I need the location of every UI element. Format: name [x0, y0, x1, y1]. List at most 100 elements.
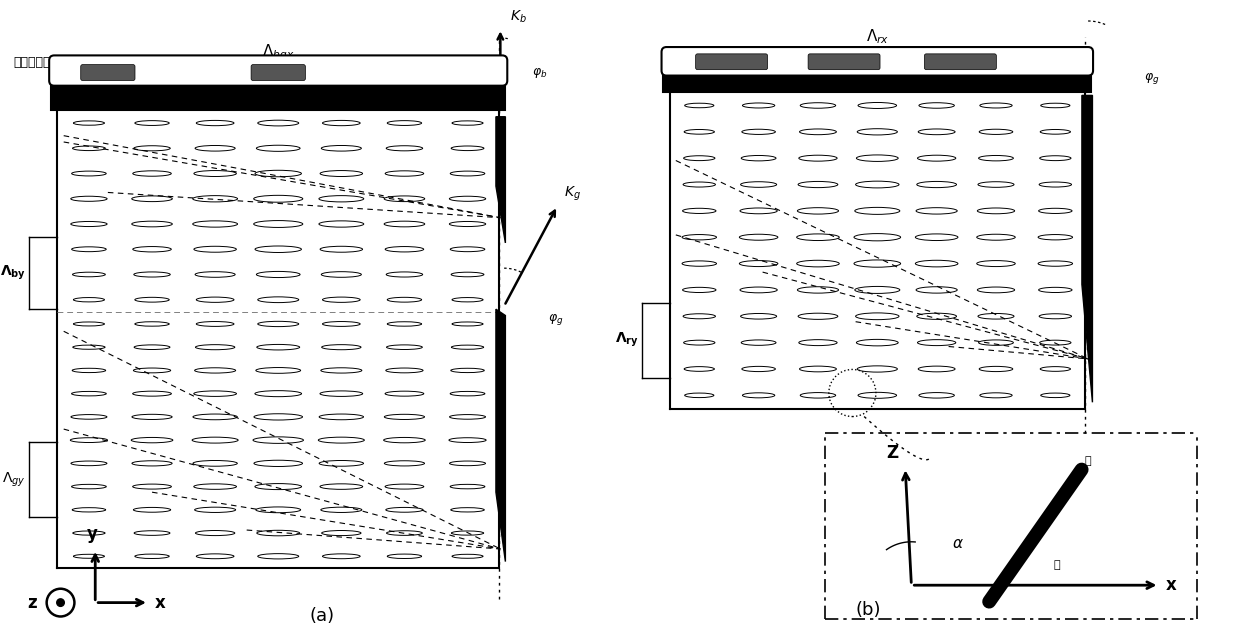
Ellipse shape	[193, 391, 237, 396]
Ellipse shape	[1039, 156, 1071, 161]
Ellipse shape	[134, 345, 170, 350]
Ellipse shape	[978, 340, 1013, 345]
Ellipse shape	[739, 261, 777, 266]
Ellipse shape	[135, 121, 169, 126]
Ellipse shape	[71, 221, 107, 227]
Ellipse shape	[1038, 261, 1073, 266]
Ellipse shape	[450, 247, 485, 252]
Ellipse shape	[916, 182, 956, 187]
Ellipse shape	[384, 221, 425, 227]
Ellipse shape	[978, 182, 1014, 187]
Ellipse shape	[683, 340, 715, 345]
Ellipse shape	[196, 554, 234, 558]
Ellipse shape	[254, 414, 303, 420]
Polygon shape	[496, 117, 506, 243]
Ellipse shape	[797, 286, 838, 293]
Text: x: x	[155, 594, 166, 611]
Ellipse shape	[72, 146, 105, 151]
Ellipse shape	[386, 391, 424, 396]
Ellipse shape	[918, 339, 956, 346]
Ellipse shape	[740, 314, 776, 319]
Ellipse shape	[131, 196, 172, 202]
Ellipse shape	[73, 322, 104, 326]
Ellipse shape	[254, 221, 303, 227]
Ellipse shape	[742, 129, 775, 134]
Ellipse shape	[977, 287, 1014, 293]
Ellipse shape	[192, 437, 238, 443]
Ellipse shape	[980, 103, 1012, 108]
Ellipse shape	[684, 103, 714, 108]
Ellipse shape	[321, 531, 361, 536]
Text: $\mathbf{\Lambda_{by}}$: $\mathbf{\Lambda_{by}}$	[0, 264, 26, 282]
Ellipse shape	[255, 170, 301, 177]
Ellipse shape	[386, 272, 423, 277]
Ellipse shape	[71, 415, 107, 419]
Ellipse shape	[682, 235, 717, 240]
Ellipse shape	[255, 507, 300, 513]
Ellipse shape	[72, 369, 105, 372]
Ellipse shape	[71, 461, 107, 466]
Ellipse shape	[857, 129, 898, 135]
Ellipse shape	[857, 366, 898, 372]
Ellipse shape	[740, 287, 777, 293]
Ellipse shape	[193, 246, 237, 252]
Ellipse shape	[320, 391, 362, 396]
Ellipse shape	[320, 170, 362, 177]
Ellipse shape	[72, 171, 107, 176]
Ellipse shape	[322, 297, 360, 302]
Ellipse shape	[743, 103, 775, 108]
Ellipse shape	[451, 345, 484, 350]
Ellipse shape	[192, 196, 238, 202]
Ellipse shape	[73, 298, 104, 302]
Ellipse shape	[73, 554, 104, 558]
Ellipse shape	[451, 272, 484, 277]
Ellipse shape	[449, 221, 486, 227]
Ellipse shape	[451, 508, 485, 512]
Ellipse shape	[72, 272, 105, 277]
Ellipse shape	[683, 314, 715, 319]
Ellipse shape	[384, 461, 424, 466]
Ellipse shape	[449, 196, 486, 201]
Ellipse shape	[980, 393, 1012, 398]
Ellipse shape	[255, 483, 301, 490]
FancyBboxPatch shape	[924, 54, 996, 69]
Ellipse shape	[856, 313, 899, 320]
Ellipse shape	[133, 171, 171, 176]
Ellipse shape	[384, 415, 424, 420]
Ellipse shape	[134, 531, 170, 535]
Text: Z: Z	[887, 444, 899, 463]
Ellipse shape	[384, 196, 425, 202]
Ellipse shape	[319, 414, 363, 420]
Ellipse shape	[322, 322, 360, 326]
Text: z: z	[27, 594, 37, 611]
Ellipse shape	[258, 321, 299, 327]
Ellipse shape	[134, 146, 170, 151]
Ellipse shape	[131, 415, 172, 420]
Ellipse shape	[253, 437, 304, 444]
FancyBboxPatch shape	[696, 54, 768, 69]
Ellipse shape	[195, 507, 236, 512]
Ellipse shape	[854, 286, 900, 293]
Ellipse shape	[387, 297, 422, 302]
Ellipse shape	[254, 196, 303, 202]
Ellipse shape	[320, 246, 362, 252]
Ellipse shape	[321, 345, 361, 350]
Ellipse shape	[857, 155, 898, 162]
Ellipse shape	[193, 170, 237, 177]
Ellipse shape	[980, 129, 1013, 134]
Ellipse shape	[257, 530, 300, 536]
Ellipse shape	[255, 367, 300, 374]
Ellipse shape	[387, 121, 422, 126]
Ellipse shape	[682, 208, 715, 213]
Ellipse shape	[684, 393, 714, 398]
Ellipse shape	[322, 554, 360, 558]
Ellipse shape	[800, 129, 837, 134]
Ellipse shape	[854, 233, 900, 241]
Ellipse shape	[258, 553, 299, 559]
Ellipse shape	[322, 121, 360, 126]
Ellipse shape	[742, 367, 775, 372]
Ellipse shape	[133, 247, 171, 252]
Ellipse shape	[977, 208, 1014, 214]
Ellipse shape	[856, 181, 899, 188]
Ellipse shape	[1039, 340, 1071, 345]
